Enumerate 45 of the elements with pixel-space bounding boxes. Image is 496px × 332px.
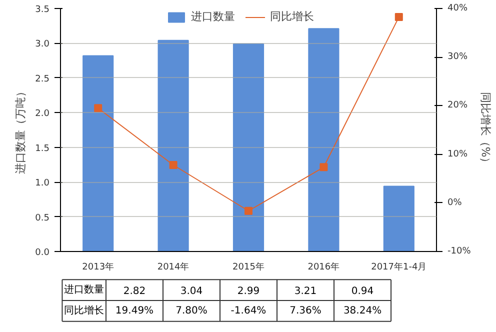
- data-label: 7.80%: [176, 305, 208, 316]
- bar: [383, 186, 414, 252]
- data-label: 7.36%: [290, 305, 322, 316]
- y2-tick-label: 0%: [448, 198, 462, 208]
- data-label: 2.99: [237, 286, 260, 298]
- y2-tick-label: 10%: [448, 149, 468, 160]
- legend-label: 进口数量: [191, 9, 235, 24]
- point: [169, 160, 178, 169]
- point: [94, 104, 102, 112]
- y2-tick-label: -10%: [448, 246, 472, 256]
- x-tick-label: 2016年: [308, 262, 340, 272]
- legend-label: 同比增长: [270, 9, 314, 24]
- data-label: 38.24%: [343, 305, 382, 316]
- bar: [232, 43, 264, 252]
- y-tick-label: 0.0: [35, 248, 50, 258]
- y-tick-label: 2.0: [35, 109, 50, 120]
- bar: [82, 55, 114, 252]
- data-label: 0.94: [351, 286, 374, 298]
- data-label: 3.04: [180, 286, 203, 298]
- x-tick-label: 2017年1-4月: [371, 262, 427, 272]
- bar: [308, 28, 340, 252]
- y2-tick-label: 30%: [448, 52, 468, 62]
- y-axis-title: 进口数量（万吨）: [14, 86, 28, 174]
- point: [320, 163, 328, 172]
- x-tick-label: 2014年: [157, 262, 190, 272]
- point: [244, 206, 252, 215]
- x-tick-label: 2013年: [82, 262, 114, 272]
- y-tick-label: 1.5: [35, 144, 50, 154]
- data-label: 3.21: [294, 286, 317, 298]
- x-tick-label: 2015年: [232, 262, 264, 272]
- y2-tick-label: 20%: [448, 100, 468, 111]
- y-tick-label: 1.0: [35, 178, 50, 189]
- y-tick-label: 3.0: [35, 40, 50, 50]
- y2-axis-title: 同比增长（%）: [478, 92, 492, 168]
- y-tick-label: 0.5: [35, 213, 50, 224]
- text: 同比增长: [64, 305, 104, 316]
- text: 进口数量: [64, 284, 104, 296]
- point: [394, 13, 403, 22]
- y2-tick-label: 40%: [448, 4, 468, 14]
- y-tick-label: 3.5: [35, 5, 50, 15]
- data-label: 2.82: [123, 286, 146, 298]
- data-label: -1.64%: [230, 305, 266, 316]
- y-tick-label: 2.5: [35, 74, 50, 84]
- data-label: 19.49%: [115, 305, 154, 316]
- bar: [158, 40, 189, 252]
